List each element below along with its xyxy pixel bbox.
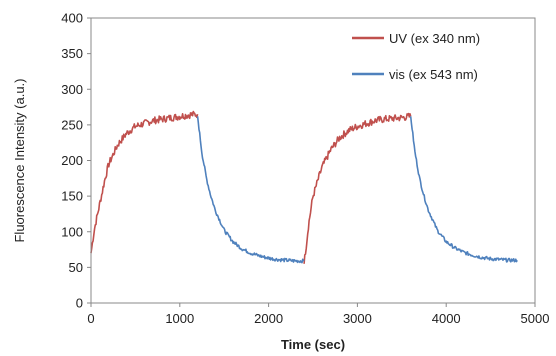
series-line-vis	[196, 116, 305, 264]
x-tick-label: 2000	[254, 311, 283, 326]
x-tick-label: 5000	[521, 311, 550, 326]
plot-frame	[90, 17, 536, 304]
axes	[87, 17, 536, 307]
y-tick-label: 250	[61, 117, 83, 132]
x-tick-label: 3000	[343, 311, 372, 326]
y-tick-label: 350	[61, 46, 83, 61]
series-line-uv	[303, 112, 412, 264]
x-tick-label: 1000	[165, 311, 194, 326]
y-axis-label: Fluorescence Intensity (a.u.)	[12, 78, 27, 242]
y-tick-label: 400	[61, 11, 83, 26]
legend-entry-uv: UV (ex 340 nm)	[389, 31, 480, 46]
x-tick-label: 4000	[432, 311, 461, 326]
series-layer	[90, 110, 518, 264]
x-tick-label: 0	[87, 311, 94, 326]
legend-entry-vis: vis (ex 543 nm)	[389, 67, 478, 82]
series-line-vis	[409, 116, 518, 263]
y-tick-label: 50	[69, 260, 83, 275]
y-tick-label: 200	[61, 153, 83, 168]
y-tick-label: 100	[61, 224, 83, 239]
y-tick-label: 0	[76, 296, 83, 311]
series-line-uv	[90, 110, 199, 254]
y-tick-label: 150	[61, 189, 83, 204]
y-tick-label: 300	[61, 82, 83, 97]
x-axis-label: Time (sec)	[281, 337, 345, 352]
legend: UV (ex 340 nm) vis (ex 543 nm)	[352, 31, 480, 82]
